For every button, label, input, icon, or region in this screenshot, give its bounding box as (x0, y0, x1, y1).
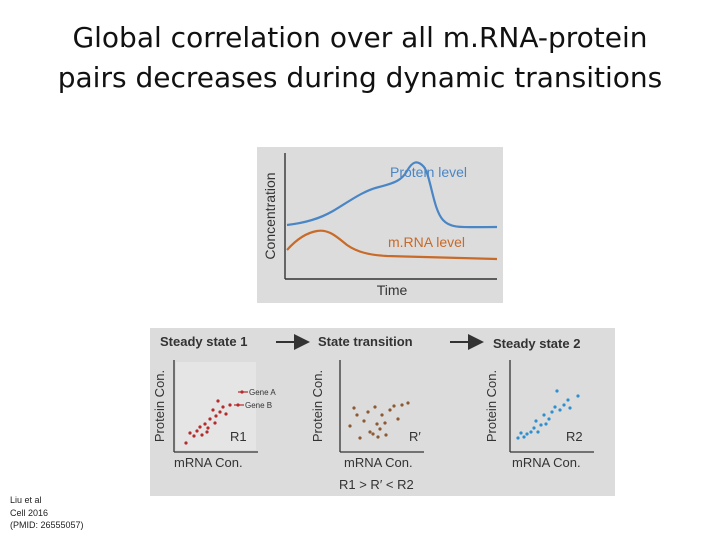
y-axis-label: Concentration (262, 172, 278, 259)
legend-gene-b: Gene B (245, 401, 272, 410)
protein-level-curve (286, 161, 498, 229)
panel1-points (184, 399, 232, 445)
panel3-points (516, 389, 580, 440)
correlation-relation: R1 > R′ < R2 (339, 477, 414, 492)
stage-state-transition: State transition (318, 334, 413, 349)
panel2-x-label: mRNA Con. (344, 455, 413, 470)
panel1-y-label: Protein Con. (152, 370, 167, 442)
panel2-y-label: Protein Con. (310, 370, 325, 442)
legend-gene-a: Gene A (249, 388, 276, 397)
concentration-chart: Concentration Time Protein level m.RNA l… (262, 153, 498, 298)
state-transition-figure: Steady state 1 State transition Steady s… (150, 328, 615, 496)
panel1-x-label: mRNA Con. (174, 455, 243, 470)
state-transition-chart: Steady state 1 State transition Steady s… (152, 334, 594, 492)
x-axis-label: Time (377, 282, 408, 298)
stage-steady-state-1: Steady state 1 (160, 334, 247, 349)
panel2-points (348, 401, 410, 440)
panel3-y-label: Protein Con. (484, 370, 499, 442)
citation: Liu et al Cell 2016 (PMID: 26555057) (10, 494, 84, 532)
citation-authors: Liu et al (10, 495, 42, 505)
scatter-panel-state-transition: Protein Con. R′ mRNA Con. (310, 360, 424, 470)
protein-level-label: Protein level (390, 164, 467, 180)
mrna-level-label: m.RNA level (388, 234, 465, 250)
panel3-r-label: R2 (566, 429, 583, 444)
title-line-1: Global correlation over all m.RNA-protei… (72, 21, 648, 54)
title-line-2: pairs decreases during dynamic transitio… (57, 61, 663, 94)
panel2-r-label: R′ (409, 429, 421, 444)
citation-journal: Cell 2016 (10, 507, 49, 518)
slide-title: Global correlation over all m.RNA-protei… (20, 18, 700, 98)
concentration-figure: Concentration Time Protein level m.RNA l… (257, 147, 503, 303)
stage-steady-state-2: Steady state 2 (493, 336, 580, 351)
scatter-panel-steady-state-1: Protein Con. Gene A Gene B R1 mRNA Con. (152, 360, 276, 470)
citation-pmid: (PMID: 26555057) (10, 520, 84, 530)
mrna-level-curve (286, 229, 498, 261)
panel3-x-label: mRNA Con. (512, 455, 581, 470)
panel1-r-label: R1 (230, 429, 247, 444)
scatter-panel-steady-state-2: Protein Con. R2 mRNA Con. (484, 360, 594, 470)
